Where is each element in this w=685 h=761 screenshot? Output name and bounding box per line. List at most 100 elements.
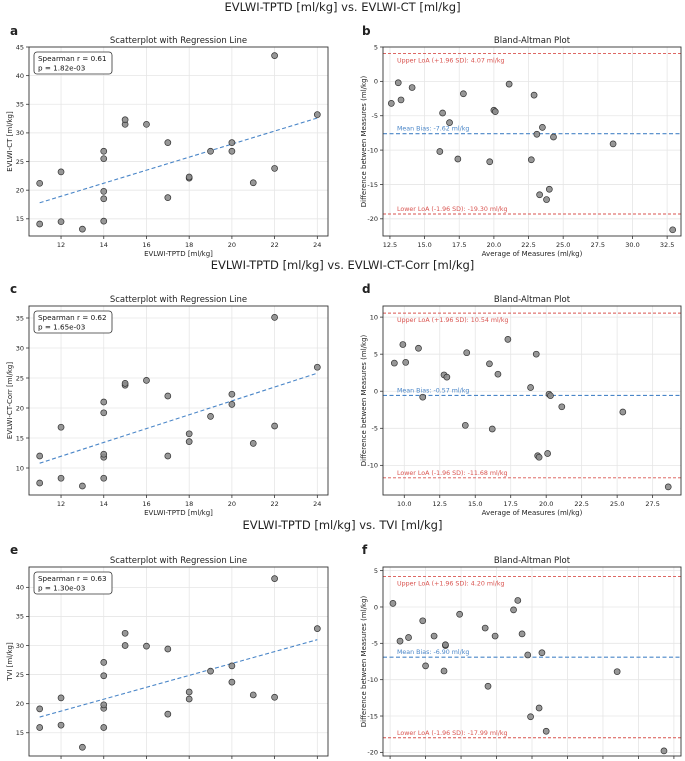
row1-scatter-ytick-label: 40 xyxy=(16,72,24,80)
row1-ba-point xyxy=(408,84,416,91)
row1-scatter-xtick-label: 24 xyxy=(313,241,321,249)
row1-title: EVLWI-TPTD [ml/kg] vs. EVLWI-CT [ml/kg] xyxy=(224,0,461,14)
row2-scatter-ytick-label: 15 xyxy=(16,434,24,442)
row1-ba-ylabel: Difference between Measures (ml/kg) xyxy=(360,75,368,207)
row2-scatter-ytick-label: 35 xyxy=(16,314,24,322)
row3-scatter-regression-line xyxy=(39,639,318,718)
row1-scatter-point xyxy=(100,155,108,163)
row3-ba-upper-loa-label: Upper LoA (+1.96 SD): 4.20 ml/kg xyxy=(397,580,504,587)
row3-ba-ytick-label: -10 xyxy=(367,676,378,684)
row3-ba-point xyxy=(527,713,534,721)
row1-scatter-ylabel: EVLWI-CT [ml/kg] xyxy=(6,111,14,172)
row2-scatter-point xyxy=(143,377,150,384)
row2-ba-point xyxy=(419,393,427,401)
row1-ba-xtick-label: 27.5 xyxy=(591,241,605,249)
row1-scatter-point xyxy=(100,217,108,225)
row1-scatter-point xyxy=(143,120,150,128)
row3-scatter-point xyxy=(207,667,214,675)
row2-ba-xtick-label: 12.5 xyxy=(433,500,447,508)
row1-scatter-point xyxy=(100,187,108,195)
row1-ba-point xyxy=(545,185,553,193)
row2-ba-ylabel: Difference between Measures (ml/kg) xyxy=(360,334,368,466)
row3-ba-point xyxy=(405,634,412,641)
row2-ba-xtick-label: 15.0 xyxy=(468,500,482,508)
row2-scatter-ytick-label: 25 xyxy=(16,374,24,382)
row3-scatter-point xyxy=(121,629,129,637)
row1-ba-mean-bias-label: Mean Bias: -7.62 ml/kg xyxy=(397,126,469,133)
row2-scatter-xtick-label: 18 xyxy=(185,500,193,508)
panel-letter-d: d xyxy=(362,282,371,296)
row2-ba-point xyxy=(504,336,512,343)
row1-ba-point xyxy=(486,158,494,166)
row1-scatter-stat-box xyxy=(33,51,113,75)
row3-scatter-point xyxy=(164,710,172,718)
row1-scatter-xtick-label: 12 xyxy=(57,241,65,249)
row3-scatter-point xyxy=(271,575,278,582)
row2-scatter-point xyxy=(228,401,236,408)
row3-scatter-point xyxy=(271,693,278,701)
row1-ba-ytick-label: -10 xyxy=(367,146,378,154)
row3-ba-point xyxy=(430,632,438,640)
row1-ba-point xyxy=(454,155,462,163)
panel-letter-e: e xyxy=(10,543,19,557)
row1-scatter-point xyxy=(313,111,321,118)
row1-scatter-point xyxy=(57,168,65,176)
row1-ba-point xyxy=(527,156,535,164)
row3-scatter-stat-r: Spearman r = 0.63 xyxy=(38,574,107,583)
row2-scatter-point xyxy=(57,474,65,482)
row1-scatter-frame xyxy=(28,46,329,237)
row3-ba-point xyxy=(524,651,532,659)
row3-ba-point xyxy=(456,610,463,618)
row1-scatter-xtick-label: 20 xyxy=(228,241,236,249)
row1-scatter-point xyxy=(271,165,278,172)
row3-title: EVLWI-TPTD [ml/kg] vs. TVI [ml/kg] xyxy=(242,518,443,532)
row2-scatter-xtick-label: 24 xyxy=(313,500,321,508)
row2-ba-frame xyxy=(382,305,682,496)
row2-scatter-point xyxy=(100,409,108,417)
row3-ba-frame xyxy=(382,566,682,757)
row2-ba-point xyxy=(443,373,451,381)
row1-scatter-point xyxy=(121,116,129,124)
row1-ba-point xyxy=(550,133,557,141)
row2-scatter-point xyxy=(185,430,193,438)
row2-scatter-point xyxy=(164,452,172,460)
row3-scatter-point xyxy=(100,724,108,731)
row2-scatter-xtick-label: 16 xyxy=(142,500,150,508)
row1-ba-upper-loa-label: Upper LoA (+1.96 SD): 4.07 ml/kg xyxy=(397,57,504,64)
row2-ba-point xyxy=(664,483,672,491)
panel-letter-c: c xyxy=(10,282,18,296)
row3-ba-point xyxy=(419,617,427,625)
row3-ba-title: Bland-Altman Plot xyxy=(494,556,571,566)
row2-scatter-point xyxy=(185,438,193,445)
row2-ba-point xyxy=(535,453,543,461)
row2-ba-point xyxy=(399,341,407,348)
row1-ba-point xyxy=(536,191,543,199)
row1-ba-point xyxy=(533,130,541,138)
row2-scatter-xtick-label: 12 xyxy=(57,500,65,508)
row3-scatter-point xyxy=(57,694,65,702)
row2-ba-point xyxy=(391,359,398,367)
row2-title: EVLWI-TPTD [ml/kg] vs. EVLWI-CT-Corr [ml… xyxy=(210,258,475,272)
row3-ba-ytick-label: 5 xyxy=(374,567,378,575)
row2-ba-lower-loa-label: Lower LoA (-1.96 SD): -11.68 ml/kg xyxy=(397,470,508,477)
row2-ba-point xyxy=(415,344,422,352)
row1-scatter-ytick-label: 25 xyxy=(16,158,24,166)
row2-scatter-regression-line xyxy=(39,372,318,464)
row2-ba-xtick-label: 20.0 xyxy=(539,500,553,508)
row1-ba-ytick-label: -5 xyxy=(372,112,378,120)
row1-scatter-point xyxy=(249,179,257,187)
row2-scatter-point xyxy=(57,423,65,431)
row2-ba-point xyxy=(558,403,566,411)
row3-ba-ytick-label: -5 xyxy=(372,640,378,648)
row2-ba-point xyxy=(619,408,627,416)
row2-scatter-point xyxy=(249,440,257,447)
row2-scatter-point xyxy=(164,392,172,400)
row3-scatter-point xyxy=(228,678,236,686)
row2-ba-ytick-label: -5 xyxy=(372,425,378,433)
row2-scatter-frame xyxy=(28,305,329,496)
row3-ba-ytick-label: -15 xyxy=(367,712,378,720)
row1-scatter-point xyxy=(185,173,193,181)
row1-ba-point xyxy=(397,96,405,104)
row3-scatter-point xyxy=(100,701,108,709)
